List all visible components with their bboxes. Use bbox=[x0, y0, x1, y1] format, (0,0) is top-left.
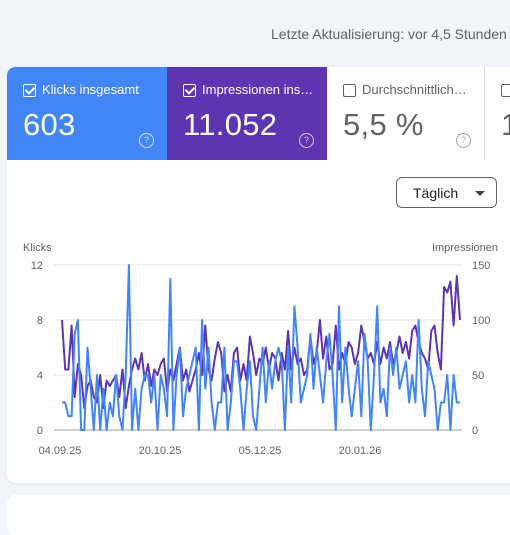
metric-tile-clicks[interactable]: Klicks insgesamt 603 ? bbox=[7, 67, 167, 160]
x-tick-label: 20.01.26 bbox=[339, 445, 382, 457]
y-left-ticks: 0 4 8 12 bbox=[31, 260, 43, 437]
metric-label: Klicks insgesamt bbox=[42, 82, 139, 97]
next-card bbox=[7, 495, 510, 535]
performance-chart: Klicks Impressionen 0 4 8 12 0 50 100 150 04.0… bbox=[23, 242, 498, 457]
x-axis-ticks: 04.09.25 20.10.25 05.12.25 20.01.26 bbox=[39, 445, 382, 457]
metric-label: Impressionen ins… bbox=[202, 82, 314, 97]
y-left-tick-label: 4 bbox=[37, 370, 43, 382]
y-right-axis-label: Impressionen bbox=[432, 242, 498, 254]
metric-value: 5,5 % bbox=[343, 107, 424, 142]
help-icon[interactable]: ? bbox=[139, 133, 154, 148]
metric-value: 603 bbox=[23, 107, 76, 142]
y-right-tick-label: 100 bbox=[472, 315, 490, 327]
y-left-tick-label: 8 bbox=[37, 315, 43, 327]
granularity-label: Täglich bbox=[413, 185, 459, 201]
x-tick-label: 04.09.25 bbox=[39, 445, 82, 457]
metric-tile-impressions[interactable]: Impressionen ins… 11.052 ? bbox=[167, 67, 327, 160]
x-tick-label: 05.12.25 bbox=[239, 445, 282, 457]
performance-card: Klicks insgesamt 603 ? Impressionen ins…… bbox=[7, 67, 510, 483]
y-right-tick-label: 50 bbox=[472, 370, 484, 382]
caret-down-icon bbox=[475, 191, 485, 196]
metric-value: 11.052 bbox=[183, 107, 278, 142]
x-tick-label: 20.10.25 bbox=[139, 445, 182, 457]
metric-tile-ctr[interactable]: Durchschnittlich… 5,5 % ? bbox=[327, 67, 485, 160]
metric-tile-position[interactable]: 1 bbox=[485, 67, 510, 160]
y-left-tick-label: 0 bbox=[37, 425, 43, 437]
metric-value: 1 bbox=[501, 107, 510, 142]
checkbox-checked-icon[interactable] bbox=[183, 84, 196, 97]
y-left-axis-label: Klicks bbox=[23, 242, 52, 254]
y-right-ticks: 0 50 100 150 bbox=[472, 260, 490, 437]
clicks-line bbox=[62, 264, 460, 431]
checkbox-checked-icon[interactable] bbox=[23, 84, 36, 97]
checkbox-unchecked-icon[interactable] bbox=[343, 84, 356, 97]
y-right-tick-label: 0 bbox=[472, 425, 478, 437]
y-left-tick-label: 12 bbox=[31, 260, 43, 272]
help-icon[interactable]: ? bbox=[456, 133, 471, 148]
help-icon[interactable]: ? bbox=[299, 133, 314, 148]
checkbox-unchecked-icon[interactable] bbox=[501, 84, 510, 97]
last-update-text: Letzte Aktualisierung: vor 4,5 Stunden bbox=[271, 26, 507, 42]
y-right-tick-label: 150 bbox=[472, 260, 490, 272]
metric-label: Durchschnittlich… bbox=[362, 82, 467, 97]
metric-tiles: Klicks insgesamt 603 ? Impressionen ins…… bbox=[7, 67, 510, 160]
series-lines bbox=[61, 264, 461, 431]
granularity-dropdown[interactable]: Täglich bbox=[396, 177, 497, 208]
